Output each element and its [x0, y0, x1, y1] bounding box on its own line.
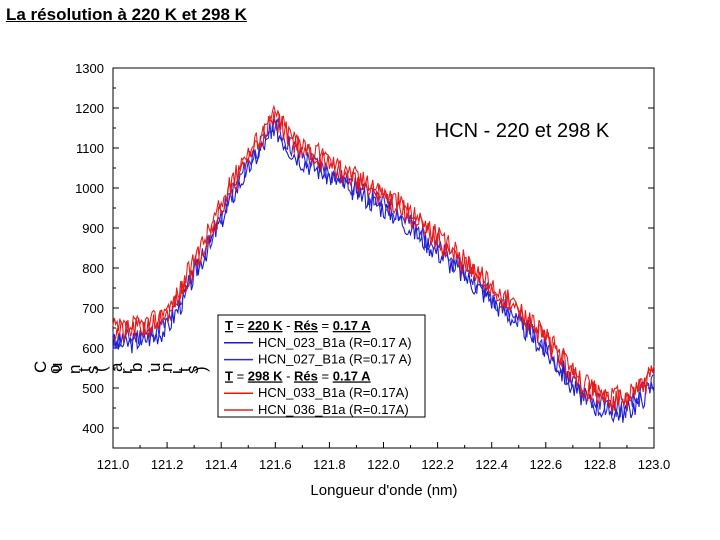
x-tick-label: 122.0	[367, 457, 400, 472]
y-tick-label: 900	[82, 221, 104, 236]
legend-box	[217, 314, 426, 418]
legend-entry: HCN_023_B1a (R=0.17 A)	[258, 335, 412, 350]
y-tick-label: 400	[82, 421, 104, 436]
legend-entry: HCN_033_B1a (R=0.17A)	[258, 385, 409, 400]
y-tick-label: 800	[82, 261, 104, 276]
y-label-fragment: i	[167, 370, 186, 374]
legend-entry: HCN_027_B1a (R=0.17 A)	[258, 352, 412, 367]
x-tick-label: 123.0	[638, 457, 671, 472]
y-label-fragment: n	[157, 363, 176, 372]
series-lines	[112, 104, 655, 424]
y-axis: 400 500 600 700 800 900 1000 1100 1200 1300	[75, 61, 654, 449]
y-label-fragment: (	[91, 366, 110, 372]
y-label-fragment: s	[83, 366, 102, 375]
x-tick-label: 122.8	[584, 457, 617, 472]
x-tick-label: 121.8	[313, 457, 346, 472]
x-tick-label: 121.4	[205, 457, 238, 472]
y-tick-label: 600	[82, 341, 104, 356]
x-tick-label: 122.4	[475, 457, 508, 472]
y-tick-label: 500	[82, 381, 104, 396]
y-label-fragment: t	[75, 367, 94, 372]
y-tick-label: 1300	[75, 61, 104, 76]
x-axis-label: Longueur d'onde (nm)	[310, 482, 457, 499]
x-tick-label: 122.2	[421, 457, 454, 472]
y-label-fragment: b	[127, 363, 146, 372]
y-label-fragment: .	[135, 369, 154, 374]
y-label-fragment: a	[107, 362, 126, 372]
legend-group-header: T = 298 K - Rés = 0.17 A	[225, 368, 371, 383]
legend-entry: HCN_036_B1a (R=0.17A)	[258, 402, 409, 417]
y-label-fragment: u	[47, 363, 66, 372]
series-line-4	[112, 104, 655, 407]
y-tick-label: 700	[82, 301, 104, 316]
x-tick-label: 121.2	[151, 457, 184, 472]
x-tick-label: 121.6	[259, 457, 292, 472]
y-tick-label: 1200	[75, 101, 104, 116]
y-label-fragment: u	[145, 363, 164, 372]
x-axis: 121.0 121.2 121.4 121.6 121.8 122.0 122.2 122.4…	[97, 442, 671, 472]
y-label-fragment: t	[175, 367, 194, 372]
chart-title: HCN - 220 et 298 K	[435, 120, 610, 142]
y-label-fragment: o	[45, 365, 64, 374]
series-line-1	[112, 118, 655, 424]
y-label-fragment: )	[191, 366, 210, 372]
slide-title: La résolution à 220 K et 298 K	[6, 5, 247, 24]
y-tick-label: 1000	[75, 181, 104, 196]
x-tick-label: 121.0	[97, 457, 130, 472]
legend-group-header: T = 220 K - Rés = 0.17 A	[225, 318, 371, 333]
y-label-fragment: s	[183, 366, 202, 375]
y-label-fragment: n	[65, 365, 84, 374]
y-label-fragment: r	[117, 368, 136, 374]
legend: T = 220 K - Rés = 0.17 A HCN_023_B1a (R=0…	[217, 314, 426, 418]
y-label-fragment: C	[31, 361, 50, 373]
x-tick-label: 122.6	[530, 457, 563, 472]
y-tick-label: 1100	[76, 141, 104, 156]
